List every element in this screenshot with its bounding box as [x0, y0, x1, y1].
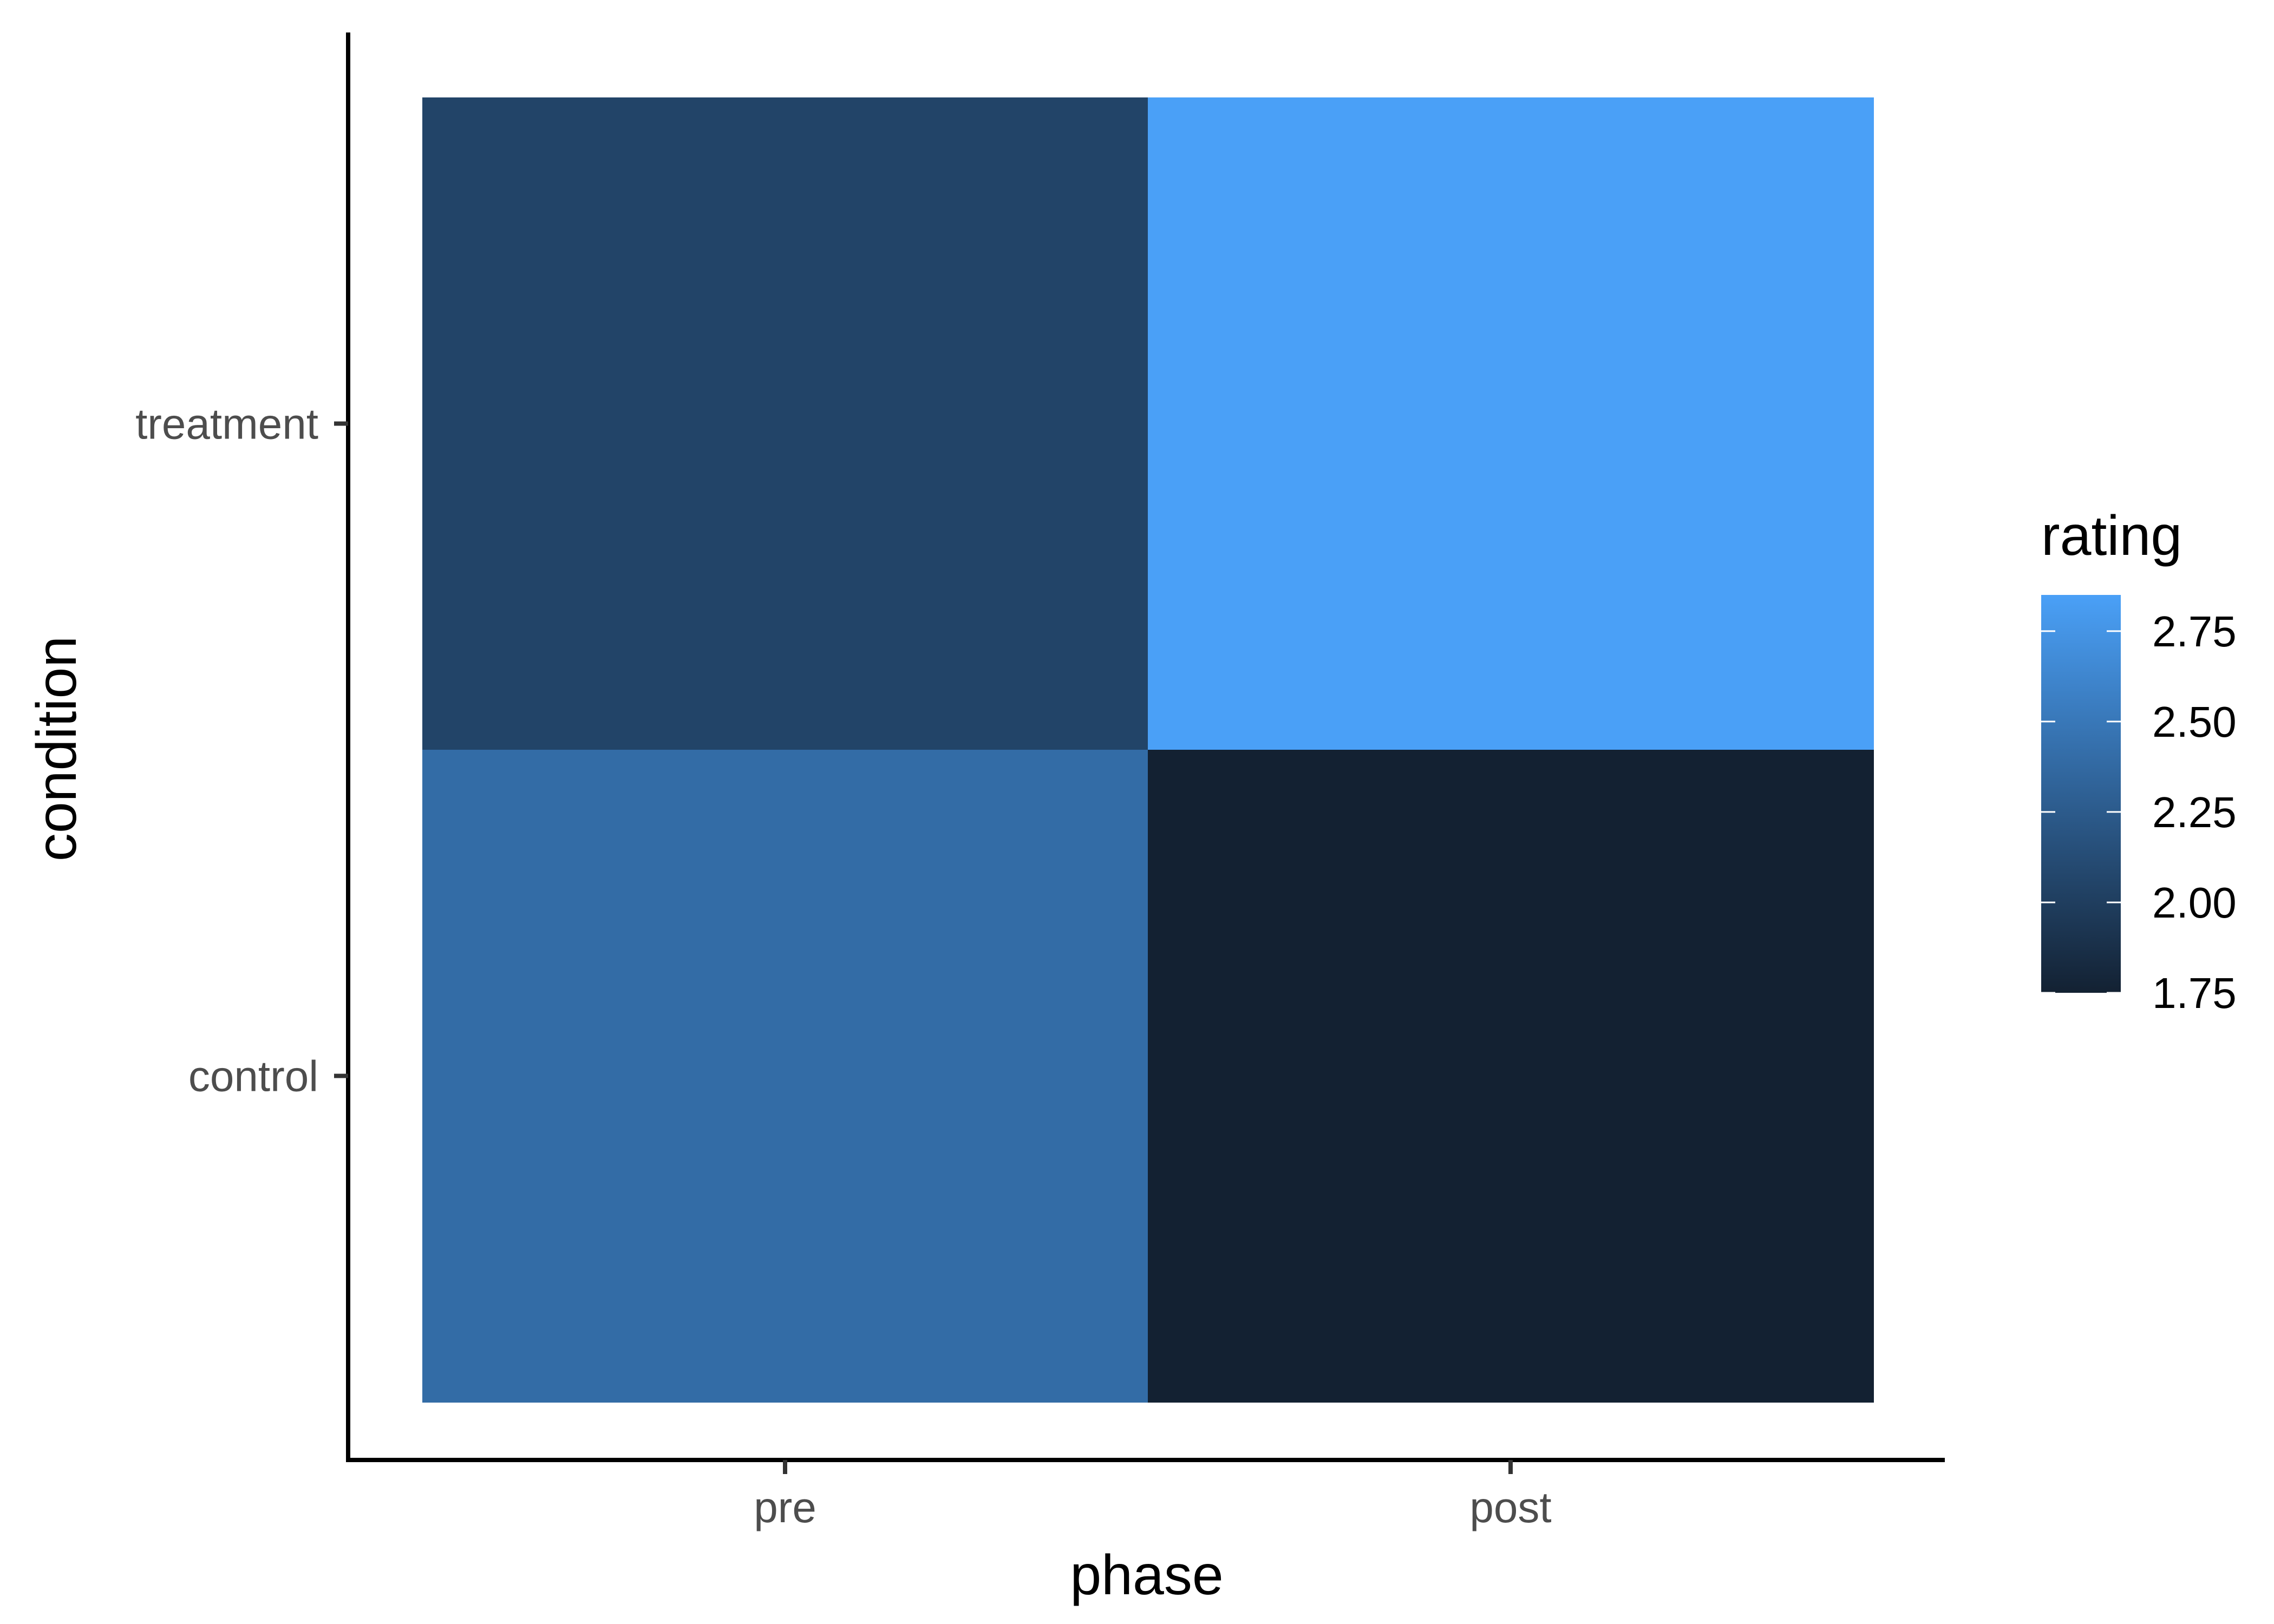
- colorbar-tick-label: 2.50: [2152, 698, 2237, 746]
- y-tick-label: control: [188, 1052, 318, 1101]
- y-axis-title: condition: [25, 636, 88, 861]
- legend-title: rating: [2041, 505, 2182, 567]
- color-legend: rating 1.75 2.00 2.25 2.50 2.75: [2041, 505, 2237, 1017]
- y-tick-label: treatment: [135, 400, 318, 448]
- colorbar-ticks: 1.75 2.00 2.25 2.50 2.75: [2041, 607, 2237, 1017]
- colorbar-tick-label: 1.75: [2152, 969, 2237, 1017]
- x-tick-label: post: [1469, 1483, 1551, 1531]
- heatmap-cells: [422, 97, 1874, 1403]
- x-tick-label: pre: [754, 1483, 816, 1531]
- colorbar-tick-label: 2.75: [2152, 607, 2237, 656]
- colorbar-tick-label: 2.00: [2152, 879, 2237, 927]
- colorbar-tick-label: 2.25: [2152, 788, 2237, 836]
- heatmap-cell-post-treatment: [1148, 97, 1874, 750]
- heatmap-cell-post-control: [1148, 750, 1874, 1403]
- x-axis-title: phase: [1070, 1544, 1223, 1607]
- x-ticks: pre post: [754, 1460, 1552, 1531]
- heatmap-cell-pre-treatment: [422, 97, 1148, 750]
- y-ticks: control treatment: [135, 400, 348, 1101]
- heatmap-cell-pre-control: [422, 750, 1148, 1403]
- colorbar: [2041, 595, 2121, 993]
- axes: [346, 32, 1945, 1462]
